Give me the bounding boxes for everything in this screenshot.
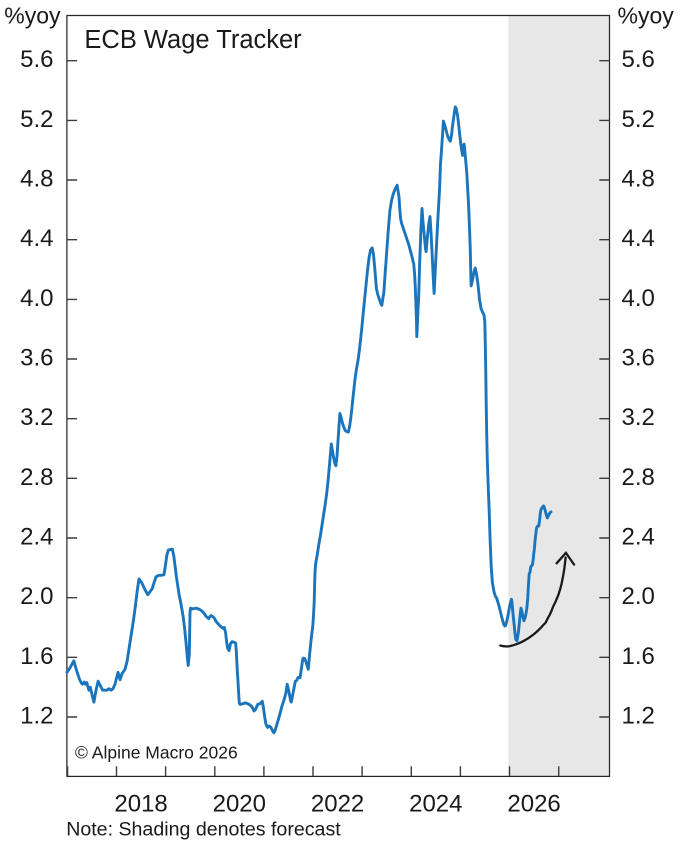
svg-text:Note: Shading denotes forecast: Note: Shading denotes forecast: [66, 819, 341, 841]
svg-text:2018: 2018: [114, 791, 167, 818]
svg-text:4.8: 4.8: [622, 166, 655, 193]
svg-text:2.0: 2.0: [20, 583, 53, 610]
svg-text:5.2: 5.2: [622, 106, 655, 133]
svg-text:%yoy: %yoy: [618, 3, 675, 29]
svg-text:2.8: 2.8: [20, 464, 53, 491]
svg-text:4.0: 4.0: [622, 285, 655, 312]
svg-text:4.0: 4.0: [20, 285, 53, 312]
svg-text:1.6: 1.6: [20, 643, 53, 670]
svg-text:5.6: 5.6: [622, 46, 655, 73]
svg-text:2.4: 2.4: [622, 524, 655, 551]
svg-text:2020: 2020: [213, 791, 266, 818]
svg-text:3.6: 3.6: [622, 345, 655, 372]
svg-text:5.2: 5.2: [20, 106, 53, 133]
svg-text:%yoy: %yoy: [4, 3, 61, 29]
svg-text:ECB Wage Tracker: ECB Wage Tracker: [84, 26, 302, 54]
svg-text:2022: 2022: [311, 791, 364, 818]
svg-text:© Alpine Macro 2026: © Alpine Macro 2026: [75, 743, 238, 763]
svg-text:3.6: 3.6: [20, 345, 53, 372]
svg-text:1.2: 1.2: [20, 703, 53, 730]
svg-text:4.4: 4.4: [20, 225, 53, 252]
svg-text:3.2: 3.2: [20, 404, 53, 431]
svg-text:2.0: 2.0: [622, 583, 655, 610]
svg-text:4.4: 4.4: [622, 225, 655, 252]
svg-text:2.4: 2.4: [20, 524, 53, 551]
svg-text:4.8: 4.8: [20, 166, 53, 193]
svg-text:1.2: 1.2: [622, 703, 655, 730]
svg-text:5.6: 5.6: [20, 46, 53, 73]
svg-text:2026: 2026: [507, 791, 560, 818]
svg-text:2.8: 2.8: [622, 464, 655, 491]
svg-text:1.6: 1.6: [622, 643, 655, 670]
svg-text:2024: 2024: [409, 791, 462, 818]
svg-text:3.2: 3.2: [622, 404, 655, 431]
